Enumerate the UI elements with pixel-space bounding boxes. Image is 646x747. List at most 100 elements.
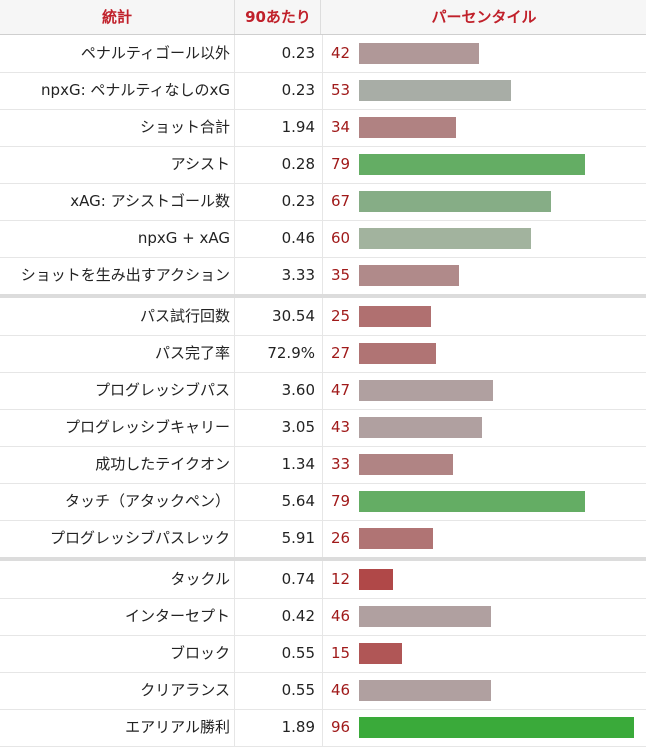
table-row: クリアランス 0.55 46 (0, 672, 646, 710)
table-row: パス試行回数 30.54 25 (0, 294, 646, 336)
percentile-bar (359, 154, 585, 175)
table-row: タックル 0.74 12 (0, 557, 646, 599)
per90-value: 1.34 (234, 446, 319, 483)
table-row: タッチ（アタックペン） 5.64 79 (0, 483, 646, 521)
per90-value: 0.55 (234, 635, 319, 672)
percentile-bar (359, 117, 456, 138)
percentile-value: 15 (322, 635, 365, 672)
percentile-bar (359, 680, 491, 701)
percentile-bar (359, 306, 431, 327)
table-row: インターセプト 0.42 46 (0, 598, 646, 636)
stat-label: パス完了率 (154, 344, 230, 362)
stat-label: パス試行回数 (139, 307, 230, 325)
table-row: ショット合計 1.94 34 (0, 109, 646, 147)
table-row: npxG: ペナルティなしのxG 0.23 53 (0, 72, 646, 110)
stat-label: プログレッシブキャリー (64, 418, 230, 436)
percentile-bar (359, 643, 402, 664)
percentile-value: 96 (322, 709, 365, 746)
percentile-bar (359, 417, 482, 438)
percentile-value: 43 (322, 409, 365, 446)
percentile-value: 79 (322, 483, 365, 520)
stat-label: プログレッシブパス (94, 381, 230, 399)
percentile-value: 42 (322, 35, 365, 72)
table-row: プログレッシブキャリー 3.05 43 (0, 409, 646, 447)
table-row: ブロック 0.55 15 (0, 635, 646, 673)
percentile-bar (359, 43, 479, 64)
per90-value: 72.9% (234, 335, 319, 372)
percentile-value: 35 (322, 257, 365, 294)
percentile-value: 46 (322, 598, 365, 635)
stat-label: npxG: ペナルティなしのxG (41, 81, 230, 99)
table-row: 成功したテイクオン 1.34 33 (0, 446, 646, 484)
percentile-value: 67 (322, 183, 365, 220)
table-row: ペナルティゴール以外 0.23 42 (0, 35, 646, 73)
percentile-bar (359, 606, 491, 627)
stat-label: タッチ（アタックペン） (64, 492, 230, 510)
table-row: パス完了率 72.9% 27 (0, 335, 646, 373)
percentile-bar (359, 343, 436, 364)
table-row: プログレッシブパス 3.60 47 (0, 372, 646, 410)
stat-label: タックル (170, 570, 230, 588)
stat-label: xAG: アシストゴール数 (70, 192, 230, 210)
stat-label: npxG + xAG (137, 229, 230, 247)
stat-label: ペナルティゴール以外 (80, 44, 230, 62)
per90-value: 3.60 (234, 372, 319, 409)
stat-label: プログレッシブパスレック (49, 529, 230, 547)
per90-value: 0.23 (234, 35, 319, 72)
stat-label: ショットを生み出すアクション (20, 266, 230, 284)
table-row: アシスト 0.28 79 (0, 146, 646, 184)
percentile-value: 46 (322, 672, 365, 709)
stat-label: クリアランス (140, 681, 230, 699)
stat-label: アシスト (170, 155, 230, 173)
percentile-bar (359, 569, 393, 590)
per90-value: 5.91 (234, 520, 319, 557)
per90-value: 30.54 (234, 298, 319, 335)
stat-label: 成功したテイクオン (95, 455, 230, 473)
percentile-value: 33 (322, 446, 365, 483)
percentile-bar (359, 265, 459, 286)
per90-value: 1.89 (234, 709, 319, 746)
per90-value: 3.33 (234, 257, 319, 294)
per90-value: 0.55 (234, 672, 319, 709)
table-row: ショットを生み出すアクション 3.33 35 (0, 257, 646, 295)
percentile-bar (359, 491, 585, 512)
stat-label: エアリアル勝利 (125, 718, 230, 736)
per90-value: 0.28 (234, 146, 319, 183)
per90-value: 0.23 (234, 183, 319, 220)
percentile-value: 60 (322, 220, 365, 257)
per90-value: 0.42 (234, 598, 319, 635)
percentile-bar (359, 191, 551, 212)
percentile-value: 25 (322, 298, 365, 335)
percentile-bar (359, 380, 493, 401)
per90-value: 1.94 (234, 109, 319, 146)
stat-label: ショット合計 (139, 118, 230, 136)
header-stat[interactable]: 統計 (101, 8, 132, 26)
percentile-value: 27 (322, 335, 365, 372)
stat-label: インターセプト (124, 607, 230, 625)
per90-value: 0.46 (234, 220, 319, 257)
table-row: エアリアル勝利 1.89 96 (0, 709, 646, 747)
per90-value: 0.23 (234, 72, 319, 109)
header-per90[interactable]: 90あたり (234, 0, 321, 34)
percentile-value: 53 (322, 72, 365, 109)
table-row: プログレッシブパスレック 5.91 26 (0, 520, 646, 558)
percentile-bar (359, 717, 634, 738)
percentile-bar (359, 528, 433, 549)
percentile-bar (359, 454, 453, 475)
percentile-value: 34 (322, 109, 365, 146)
table-row: xAG: アシストゴール数 0.23 67 (0, 183, 646, 221)
percentile-bar (359, 80, 511, 101)
percentile-value: 26 (322, 520, 365, 557)
table-header: 統計 90あたり パーセンタイル (0, 0, 646, 35)
percentile-value: 12 (322, 561, 365, 598)
percentile-value: 79 (322, 146, 365, 183)
per90-value: 3.05 (234, 409, 319, 446)
stat-label: ブロック (169, 644, 230, 662)
percentile-bar (359, 228, 531, 249)
table-row: npxG + xAG 0.46 60 (0, 220, 646, 258)
per90-value: 5.64 (234, 483, 319, 520)
header-percentile[interactable]: パーセンタイル (320, 0, 646, 34)
per90-value: 0.74 (234, 561, 319, 598)
percentile-value: 47 (322, 372, 365, 409)
